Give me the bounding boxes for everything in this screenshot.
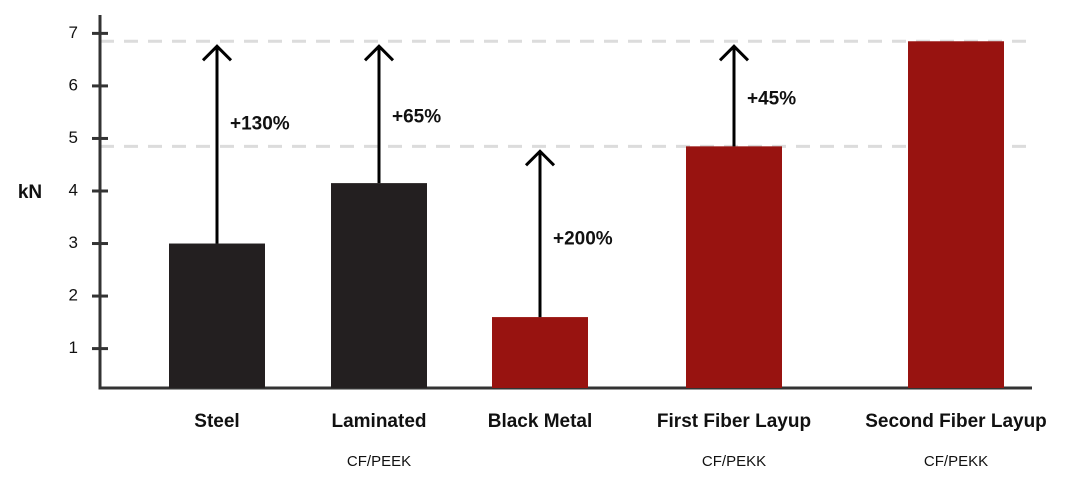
x-tick-label: Laminated	[331, 411, 426, 432]
y-tick-label: 3	[69, 233, 78, 252]
x-tick-sublabel: CF/PEKK	[702, 453, 766, 470]
y-tick-label: 6	[69, 75, 78, 94]
y-tick-label: 1	[69, 338, 78, 357]
y-tick-label: 4	[69, 180, 78, 199]
bar	[169, 243, 265, 388]
x-tick-sublabel: CF/PEEK	[347, 453, 411, 470]
x-tick-label: Black Metal	[488, 411, 593, 432]
annotation: +65%	[392, 106, 441, 127]
arrow-head	[524, 149, 556, 167]
arrow-head	[201, 44, 233, 62]
x-tick-label: Steel	[194, 411, 239, 432]
y-tick-label: 7	[69, 23, 78, 42]
arrow-head	[718, 44, 750, 62]
bar	[492, 317, 588, 388]
x-tick-label: Second Fiber Layup	[865, 411, 1047, 432]
arrow-head	[363, 44, 395, 62]
y-tick-label: 2	[69, 286, 78, 305]
x-tick-label: First Fiber Layup	[657, 411, 811, 432]
bar	[686, 146, 782, 388]
bar	[331, 183, 427, 388]
annotation: +45%	[747, 88, 796, 109]
y-axis-label: kN	[18, 182, 42, 203]
x-tick-sublabel: CF/PEKK	[924, 453, 988, 470]
bar	[908, 41, 1004, 388]
annotation: +130%	[230, 113, 290, 134]
annotation: +200%	[553, 228, 613, 249]
y-tick-label: 5	[69, 128, 78, 147]
